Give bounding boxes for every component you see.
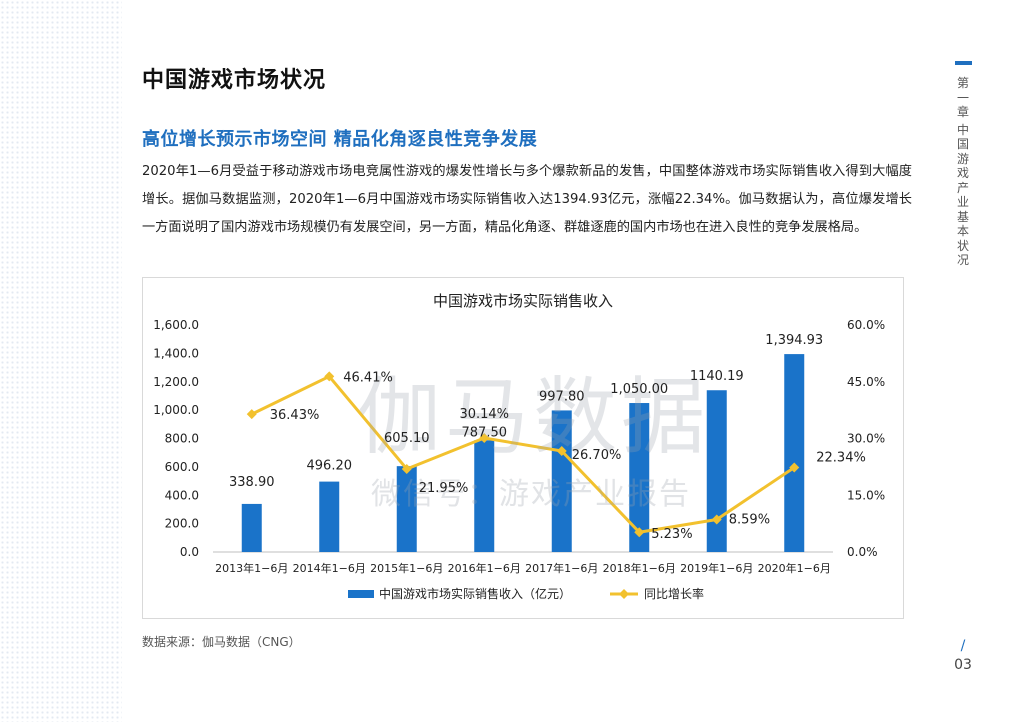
decorative-dot-pattern bbox=[0, 0, 122, 722]
y-left-tick-label: 1,400.0 bbox=[153, 346, 199, 360]
bar-value-label: 787.50 bbox=[462, 425, 508, 440]
watermark: 伽马数据 微信号：游戏产业报告 bbox=[357, 368, 709, 512]
data-source-note: 数据来源：伽马数据（CNG） bbox=[142, 635, 301, 649]
bar-value-label: 997.80 bbox=[539, 389, 585, 404]
y-left-tick-label: 1,600.0 bbox=[153, 318, 199, 332]
chart-title: 中国游戏市场实际销售收入 bbox=[433, 292, 613, 310]
chart-container: 中国游戏市场实际销售收入 0.0 200.0 400.0 600.0 800.0 1,00… bbox=[142, 277, 904, 619]
growth-rate-point bbox=[401, 463, 412, 474]
revenue-bar bbox=[784, 354, 805, 552]
x-tick-label: 2018年1−6月 bbox=[603, 561, 676, 575]
x-tick-label: 2016年1−6月 bbox=[448, 561, 521, 575]
growth-rate-line bbox=[251, 374, 796, 534]
growth-rate-label: 26.70% bbox=[572, 448, 622, 463]
watermark-sub: 微信号：游戏产业报告 bbox=[371, 477, 691, 512]
chapter-title: 中国游戏产业基本状况 bbox=[956, 122, 969, 268]
growth-rate-label: 36.43% bbox=[270, 408, 320, 423]
revenue-bar bbox=[551, 410, 572, 552]
page-slash: / bbox=[960, 638, 966, 654]
y-right-tick-label: 45.0% bbox=[847, 375, 885, 389]
legend-line-label: 同比增长率 bbox=[644, 586, 704, 601]
growth-rate-point bbox=[789, 462, 800, 473]
y-left-tick-label: 1,000.0 bbox=[153, 403, 199, 417]
revenue-bar bbox=[396, 466, 417, 552]
revenue-bar bbox=[706, 390, 727, 552]
chapter-side-label: 第一章 中国游戏产业基本状况 bbox=[956, 76, 970, 268]
growth-rate-label: 22.34% bbox=[816, 450, 866, 465]
chart-legend: 中国游戏市场实际销售收入（亿元） 同比增长率 bbox=[348, 586, 704, 601]
growth-rate-label: 5.23% bbox=[651, 527, 692, 542]
bar-value-label: 1140.19 bbox=[690, 369, 744, 384]
growth-rate-label: 30.14% bbox=[459, 407, 509, 422]
page-title: 中国游戏市场状况 bbox=[142, 68, 327, 93]
growth-rate-point bbox=[324, 371, 335, 382]
watermark-main: 伽马数据 bbox=[357, 368, 709, 466]
growth-rate-point bbox=[711, 514, 722, 525]
y-left-tick-label: 800.0 bbox=[165, 432, 199, 446]
chapter-accent-bar bbox=[955, 61, 972, 65]
chapter-number: 第一章 bbox=[956, 76, 969, 119]
legend-bar-swatch bbox=[348, 590, 374, 598]
growth-rate-label: 8.59% bbox=[729, 513, 770, 528]
x-tick-label: 2014年1−6月 bbox=[293, 561, 366, 575]
body-paragraph: 2020年1—6月受益于移动游戏市场电竞属性游戏的爆发性增长与多个爆款新品的发售… bbox=[142, 164, 912, 235]
y-right-tick-label: 30.0% bbox=[847, 432, 885, 446]
x-tick-label: 2019年1−6月 bbox=[680, 561, 753, 575]
growth-rate-label: 21.95% bbox=[419, 481, 469, 496]
legend-line-marker bbox=[619, 589, 629, 599]
revenue-bar bbox=[241, 503, 262, 552]
growth-rate-point bbox=[556, 445, 567, 456]
growth-rate-point bbox=[246, 409, 257, 420]
y-left-tick-label: 1,200.0 bbox=[153, 375, 199, 389]
x-tick-label: 2015年1−6月 bbox=[370, 561, 443, 575]
x-tick-label: 2013年1−6月 bbox=[215, 561, 288, 575]
x-tick-label: 2017年1−6月 bbox=[525, 561, 598, 575]
y-right-tick-label: 15.0% bbox=[847, 488, 885, 502]
page-number: 03 bbox=[954, 657, 972, 673]
y-left-tick-label: 0.0 bbox=[180, 545, 199, 559]
x-tick-label: 2020年1−6月 bbox=[758, 561, 831, 575]
bar-value-label: 496.20 bbox=[307, 459, 353, 474]
growth-rate-label: 46.41% bbox=[343, 370, 393, 385]
y-left-tick-label: 400.0 bbox=[165, 488, 199, 502]
bar-value-label: 1,050.00 bbox=[610, 382, 668, 397]
growth-rate-point bbox=[634, 527, 645, 538]
revenue-chart: 中国游戏市场实际销售收入 0.0 200.0 400.0 600.0 800.0 1,00… bbox=[153, 292, 885, 601]
growth-rate-point bbox=[479, 432, 490, 443]
revenue-bar bbox=[474, 440, 495, 552]
revenue-bar bbox=[319, 481, 340, 552]
y-left-tick-label: 600.0 bbox=[165, 460, 199, 474]
bar-value-label: 605.10 bbox=[384, 431, 430, 446]
bar-value-label: 338.90 bbox=[229, 475, 275, 490]
legend-bar-label: 中国游戏市场实际销售收入（亿元） bbox=[379, 586, 571, 601]
bar-value-label: 1,394.93 bbox=[765, 333, 823, 348]
revenue-bar bbox=[629, 403, 650, 552]
y-right-tick-label: 0.0% bbox=[847, 545, 878, 559]
y-left-tick-label: 200.0 bbox=[165, 517, 199, 531]
y-right-tick-label: 60.0% bbox=[847, 318, 885, 332]
section-title: 高位增长预示市场空间 精品化角逐良性竞争发展 bbox=[142, 129, 538, 150]
